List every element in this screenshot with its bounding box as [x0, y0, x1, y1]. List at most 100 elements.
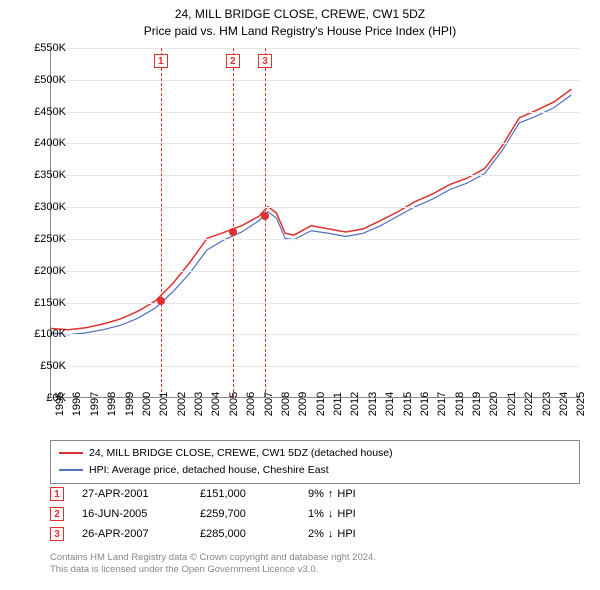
title-line-2: Price paid vs. HM Land Registry's House …	[0, 23, 600, 40]
event-price: £285,000	[200, 528, 290, 540]
event-date: 27-APR-2001	[82, 488, 182, 500]
x-axis-label: 2015	[402, 392, 414, 416]
y-axis-label: £100K	[20, 328, 66, 340]
marker-vline	[161, 48, 162, 397]
y-axis-label: £550K	[20, 42, 66, 54]
event-suffix: HPI	[337, 528, 355, 540]
event-detail: 2% HPI	[308, 528, 356, 540]
event-row: 3 26-APR-2007 £285,000 2% HPI	[50, 524, 580, 544]
gridline	[51, 303, 580, 304]
event-marker: 1	[50, 487, 64, 501]
x-axis-label: 2005	[228, 392, 240, 416]
x-axis-label: 2016	[419, 392, 431, 416]
legend-swatch	[59, 452, 83, 454]
event-date: 16-JUN-2005	[82, 508, 182, 520]
y-axis-label: £250K	[20, 233, 66, 245]
chart-title: 24, MILL BRIDGE CLOSE, CREWE, CW1 5DZ Pr…	[0, 0, 600, 40]
data-point-2	[229, 228, 237, 236]
y-axis-label: £50K	[20, 360, 66, 372]
gridline	[51, 48, 580, 49]
data-point-3	[261, 212, 269, 220]
legend-label: HPI: Average price, detached house, Ches…	[89, 462, 329, 479]
x-axis-label: 1995	[54, 392, 66, 416]
event-suffix: HPI	[337, 488, 355, 500]
gridline	[51, 334, 580, 335]
gridline	[51, 366, 580, 367]
gridline	[51, 207, 580, 208]
event-pct: 2%	[308, 528, 324, 540]
event-detail: 1% HPI	[308, 508, 356, 520]
y-axis-label: £400K	[20, 137, 66, 149]
gridline	[51, 112, 580, 113]
y-axis-label: £300K	[20, 201, 66, 213]
arrow-down-icon	[328, 508, 334, 520]
event-marker: 2	[50, 507, 64, 521]
x-axis-label: 2020	[488, 392, 500, 416]
plot-area: 1 2 3	[50, 48, 580, 398]
event-marker: 3	[50, 527, 64, 541]
title-line-1: 24, MILL BRIDGE CLOSE, CREWE, CW1 5DZ	[0, 6, 600, 23]
chart-container: 24, MILL BRIDGE CLOSE, CREWE, CW1 5DZ Pr…	[0, 0, 600, 590]
legend-swatch	[59, 469, 83, 471]
marker-vline	[233, 48, 234, 397]
x-axis-label: 2002	[176, 392, 188, 416]
arrow-down-icon	[328, 528, 334, 540]
chart-svg	[51, 48, 580, 397]
x-axis-label: 2009	[297, 392, 309, 416]
marker-label-1: 1	[154, 54, 168, 68]
x-axis-label: 2007	[263, 392, 275, 416]
x-axis-label: 2025	[575, 392, 587, 416]
x-axis-label: 2014	[384, 392, 396, 416]
legend-label: 24, MILL BRIDGE CLOSE, CREWE, CW1 5DZ (d…	[89, 445, 393, 462]
gridline	[51, 80, 580, 81]
gridline	[51, 143, 580, 144]
x-axis-label: 2010	[315, 392, 327, 416]
x-axis-label: 2019	[471, 392, 483, 416]
x-axis-label: 2022	[523, 392, 535, 416]
x-axis-label: 2001	[158, 392, 170, 416]
x-axis-label: 2024	[558, 392, 570, 416]
footer-line-1: Contains HM Land Registry data © Crown c…	[50, 552, 580, 564]
footer-line-2: This data is licensed under the Open Gov…	[50, 564, 580, 576]
event-row: 1 27-APR-2001 £151,000 9% HPI	[50, 484, 580, 504]
marker-label-2: 2	[226, 54, 240, 68]
series-property	[51, 89, 571, 329]
y-axis-label: £450K	[20, 106, 66, 118]
x-axis-label: 1996	[71, 392, 83, 416]
data-point-1	[157, 297, 165, 305]
gridline	[51, 239, 580, 240]
event-pct: 1%	[308, 508, 324, 520]
x-axis-label: 1998	[106, 392, 118, 416]
y-axis-label: £500K	[20, 74, 66, 86]
x-axis-label: 2004	[210, 392, 222, 416]
x-axis-label: 2021	[506, 392, 518, 416]
gridline	[51, 271, 580, 272]
event-date: 26-APR-2007	[82, 528, 182, 540]
marker-label-3: 3	[258, 54, 272, 68]
marker-vline	[265, 48, 266, 397]
series-hpi	[51, 95, 571, 335]
x-axis-label: 2003	[193, 392, 205, 416]
x-axis-label: 2012	[349, 392, 361, 416]
y-axis-label: £200K	[20, 265, 66, 277]
x-axis-label: 1999	[124, 392, 136, 416]
x-axis-label: 2011	[332, 392, 344, 416]
event-row: 2 16-JUN-2005 £259,700 1% HPI	[50, 504, 580, 524]
event-price: £259,700	[200, 508, 290, 520]
x-axis-label: 2006	[245, 392, 257, 416]
event-detail: 9% HPI	[308, 488, 356, 500]
arrow-up-icon	[328, 488, 334, 500]
legend-item: HPI: Average price, detached house, Ches…	[59, 462, 571, 479]
x-axis-label: 2023	[541, 392, 553, 416]
event-pct: 9%	[308, 488, 324, 500]
legend: 24, MILL BRIDGE CLOSE, CREWE, CW1 5DZ (d…	[50, 440, 580, 484]
event-suffix: HPI	[337, 508, 355, 520]
x-axis-label: 1997	[89, 392, 101, 416]
event-price: £151,000	[200, 488, 290, 500]
legend-item: 24, MILL BRIDGE CLOSE, CREWE, CW1 5DZ (d…	[59, 445, 571, 462]
attribution-footer: Contains HM Land Registry data © Crown c…	[50, 552, 580, 577]
events-table: 1 27-APR-2001 £151,000 9% HPI 2 16-JUN-2005 £25…	[50, 484, 580, 544]
x-axis-label: 2000	[141, 392, 153, 416]
y-axis-label: £350K	[20, 169, 66, 181]
x-axis-label: 2018	[454, 392, 466, 416]
